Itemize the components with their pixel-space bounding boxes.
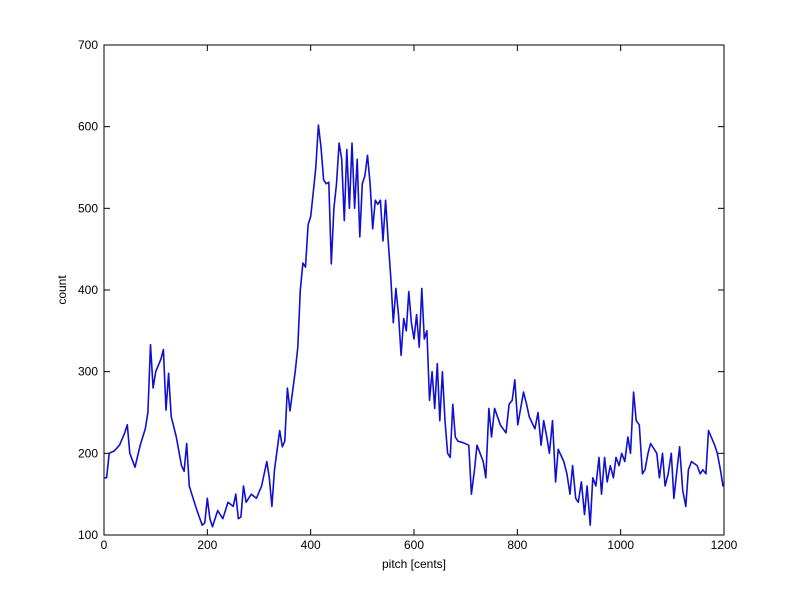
x-tick-label: 800	[507, 538, 527, 552]
x-tick-label: 200	[197, 538, 217, 552]
x-tick-label: 400	[301, 538, 321, 552]
y-tick-label: 200	[78, 446, 98, 460]
x-tick-label: 1200	[711, 538, 738, 552]
y-axis-label: count	[55, 275, 69, 305]
x-axis-label: pitch [cents]	[382, 557, 446, 571]
x-tick-label: 0	[101, 538, 108, 552]
y-tick-label: 700	[78, 38, 98, 52]
x-tick-label: 1000	[607, 538, 634, 552]
x-tick-label: 600	[404, 538, 424, 552]
data-line	[104, 124, 724, 528]
y-tick-label: 600	[78, 120, 98, 134]
y-tick-label: 400	[78, 283, 98, 297]
plot-frame	[103, 44, 725, 536]
y-tick-label: 100	[78, 528, 98, 542]
y-tick-label: 500	[78, 201, 98, 215]
y-tick-label: 300	[78, 365, 98, 379]
